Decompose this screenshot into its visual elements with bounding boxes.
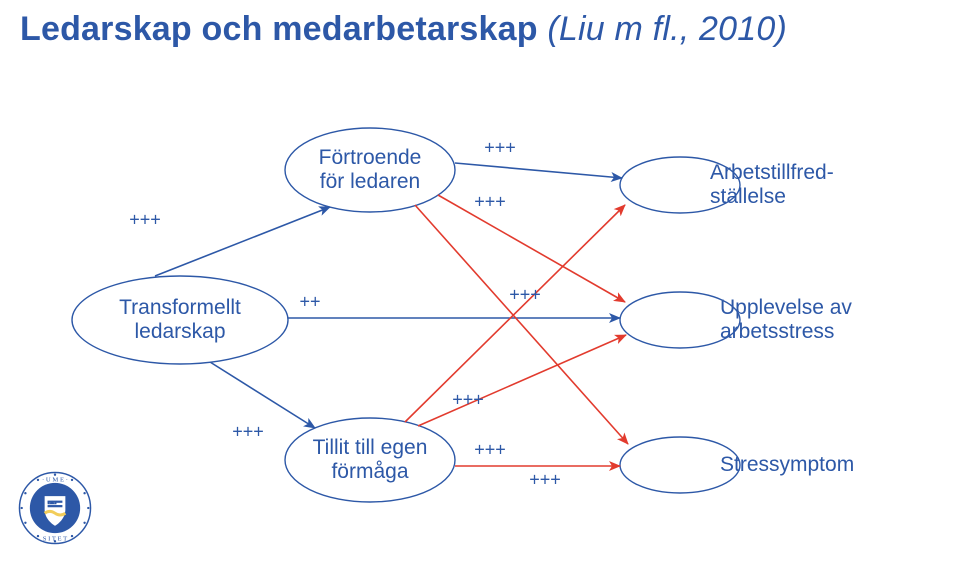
node-label-stress: Stressymptom (720, 453, 854, 477)
svg-text:· U M E ·: · U M E · (42, 476, 68, 483)
edge-label-tillit-upplev: +++ (452, 390, 484, 411)
edge-transform-tillit (210, 362, 315, 428)
edge-label-fortroende-upplev: +++ (474, 192, 506, 213)
node-label-upplev: Upplevelse avarbetsstress (720, 296, 852, 344)
edge-tillit-arbetstill (405, 205, 625, 422)
university-seal-icon: · U M E · S I T E T (18, 471, 92, 545)
node-label-tillit: Tillit till egenförmåga (313, 436, 428, 484)
edge-label-transform-fortroende: +++ (129, 210, 161, 231)
node-label-arbetstill: Arbetstillfred-ställelse (710, 161, 834, 209)
node-label-fortroende: Förtroendeför ledaren (319, 146, 422, 194)
edge-label-transform-tillit: +++ (232, 422, 264, 443)
edge-label-fortroende-stress: +++ (509, 285, 541, 306)
edge-fortroende-arbetstill (455, 163, 622, 178)
diagram-canvas (0, 0, 960, 563)
edge-label-fortroende-arbetstill: +++ (484, 138, 516, 159)
edge-fortroende-stress (415, 205, 628, 444)
edge-label-tillit-stress: +++ (474, 440, 506, 461)
node-label-transform: Transformelltledarskap (119, 296, 241, 344)
edge-transform-fortroende (155, 207, 330, 276)
edge-label-transform-upplev_direct: ++ (299, 292, 320, 313)
edge-tillit-upplev (418, 335, 626, 426)
edge-label-tillit-arbetstill: +++ (529, 470, 561, 491)
